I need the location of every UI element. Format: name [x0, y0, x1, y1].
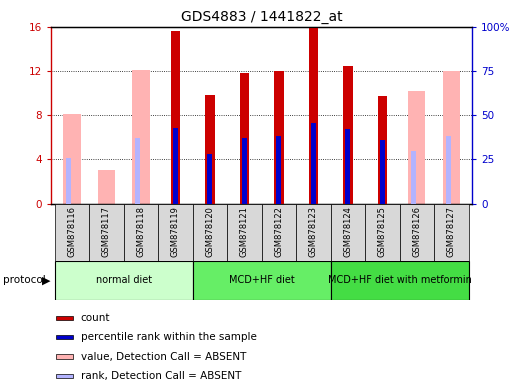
Text: GSM878116: GSM878116 [68, 207, 76, 257]
Bar [193, 204, 227, 261]
Bar [124, 204, 158, 261]
Bar [56, 354, 73, 359]
Bar [365, 204, 400, 261]
Bar [64, 114, 81, 204]
Bar [343, 66, 352, 204]
Text: GSM878127: GSM878127 [447, 207, 456, 257]
Bar [277, 136, 282, 204]
Bar [446, 136, 451, 204]
Text: normal diet: normal diet [95, 275, 152, 285]
Bar [400, 204, 434, 261]
Bar [227, 204, 262, 261]
Bar [330, 204, 365, 261]
Text: GSM878123: GSM878123 [309, 207, 318, 257]
Text: GSM878125: GSM878125 [378, 207, 387, 257]
Text: GSM878122: GSM878122 [274, 207, 283, 257]
Bar [378, 96, 387, 204]
Text: count: count [81, 313, 110, 323]
Bar [193, 261, 330, 300]
Text: GSM878118: GSM878118 [136, 207, 146, 257]
Bar [311, 123, 316, 204]
Bar [330, 261, 468, 300]
Text: GSM878126: GSM878126 [412, 207, 421, 257]
Bar [158, 204, 193, 261]
Text: protocol: protocol [3, 275, 45, 285]
Bar [98, 170, 115, 204]
Text: rank, Detection Call = ABSENT: rank, Detection Call = ABSENT [81, 371, 241, 381]
Bar [135, 138, 141, 204]
Text: value, Detection Call = ABSENT: value, Detection Call = ABSENT [81, 352, 246, 362]
Bar [309, 28, 318, 204]
Bar [380, 140, 385, 204]
Bar [262, 204, 296, 261]
Bar [56, 374, 73, 378]
Bar [207, 154, 212, 204]
Bar [408, 91, 425, 204]
Bar [66, 157, 71, 204]
Bar [205, 95, 214, 204]
Bar [240, 73, 249, 204]
Text: GSM878124: GSM878124 [343, 207, 352, 257]
Bar [443, 71, 460, 204]
Bar [296, 204, 330, 261]
Bar [345, 129, 350, 204]
Bar [56, 335, 73, 339]
Text: GSM878120: GSM878120 [205, 207, 214, 257]
Text: ▶: ▶ [42, 275, 51, 285]
Text: MCD+HF diet with metformin: MCD+HF diet with metformin [328, 275, 471, 285]
Bar [173, 127, 178, 204]
Bar [171, 31, 180, 204]
Text: GSM878121: GSM878121 [240, 207, 249, 257]
Bar [411, 151, 416, 204]
Title: GDS4883 / 1441822_at: GDS4883 / 1441822_at [181, 10, 343, 25]
Text: MCD+HF diet: MCD+HF diet [229, 275, 294, 285]
Bar [55, 261, 193, 300]
Bar [132, 70, 150, 204]
Text: GSM878117: GSM878117 [102, 207, 111, 257]
Bar [89, 204, 124, 261]
Bar [274, 71, 284, 204]
Bar [56, 316, 73, 320]
Bar [434, 204, 468, 261]
Bar [55, 204, 89, 261]
Text: GSM878119: GSM878119 [171, 207, 180, 257]
Text: percentile rank within the sample: percentile rank within the sample [81, 332, 256, 342]
Bar [242, 138, 247, 204]
